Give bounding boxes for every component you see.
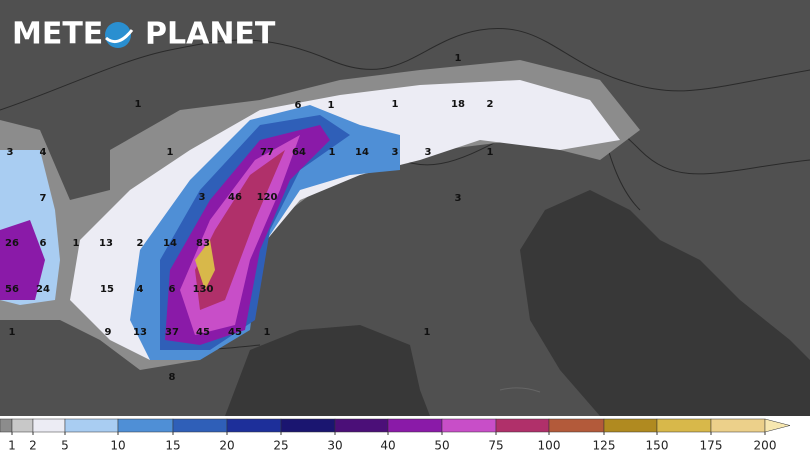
map-label: 6 xyxy=(169,284,176,295)
map-label: 45 xyxy=(196,327,210,338)
logo-text: METE xyxy=(12,17,103,52)
map-label: 120 xyxy=(257,192,278,203)
map-label: 14 xyxy=(355,147,369,158)
map-label: 130 xyxy=(193,284,214,295)
map-label: 45 xyxy=(228,327,242,338)
colorbar-segment xyxy=(0,418,13,433)
colorbar-segment xyxy=(32,418,66,433)
map-label: 13 xyxy=(99,238,113,249)
colorbar-label: 10 xyxy=(110,439,125,453)
map-label: 3 xyxy=(199,192,206,203)
colorbar-segment xyxy=(495,418,550,433)
map-labels: 16 1 1 18 213 4 1 77 64 1 14 3 3 17 3 46 120 326 6 1 13 2 14 83… xyxy=(5,53,493,383)
map-label: 1 xyxy=(424,327,431,338)
map-label: 4 xyxy=(40,147,47,158)
colorbar-label: 75 xyxy=(488,439,503,453)
colorbar-label: 50 xyxy=(434,439,449,453)
map-label: 1 xyxy=(328,100,335,111)
colorbar-segment xyxy=(441,418,497,433)
colorbar-label: 2 xyxy=(29,439,37,453)
map-label: 1 xyxy=(73,238,80,249)
map-label: 14 xyxy=(163,238,177,249)
map-label: 3 xyxy=(455,193,462,204)
sea xyxy=(225,325,430,416)
map-label: 1 xyxy=(9,327,16,338)
map-label: 8 xyxy=(169,372,176,383)
logo-text: PLANET xyxy=(145,17,276,52)
map-label: 1 xyxy=(487,147,494,158)
colorbar-label: 30 xyxy=(327,439,342,453)
map-label: 1 xyxy=(264,327,271,338)
colorbar-segment xyxy=(387,418,443,433)
colorbar-segment xyxy=(117,418,174,433)
colorbar-segment xyxy=(11,418,34,433)
map-label: 3 xyxy=(425,147,432,158)
map-label: 1 xyxy=(392,99,399,110)
map-label: 6 xyxy=(295,100,302,111)
colorbar-label: 1 xyxy=(8,439,16,453)
map-label: 46 xyxy=(228,192,242,203)
colorbar-arrow xyxy=(764,418,791,433)
map-label: 9 xyxy=(105,327,112,338)
colorbar-label: 100 xyxy=(538,439,561,453)
colorbar-label: 25 xyxy=(273,439,288,453)
map-label: 1 xyxy=(135,99,142,110)
map-label: 2 xyxy=(487,99,494,110)
map-label: 1 xyxy=(167,147,174,158)
map-label: 4 xyxy=(137,284,144,295)
colorbar-label: 200 xyxy=(754,439,777,453)
colorbar-segment xyxy=(64,418,119,433)
colorbar-segment xyxy=(226,418,282,433)
colorbar-label: 125 xyxy=(593,439,616,453)
colorbar-segment xyxy=(656,418,712,433)
colorbar-segment xyxy=(172,418,228,433)
colorbar-label: 175 xyxy=(700,439,723,453)
colorbar-label: 20 xyxy=(219,439,234,453)
map-label: 3 xyxy=(392,147,399,158)
colorbar-label: 5 xyxy=(61,439,69,453)
map-label: 37 xyxy=(165,327,179,338)
colorbar-label: 150 xyxy=(646,439,669,453)
map-label: 24 xyxy=(36,284,50,295)
map-label: 83 xyxy=(196,238,210,249)
map-label: 7 xyxy=(40,193,47,204)
colorbar-segment xyxy=(280,418,336,433)
map-label: 15 xyxy=(100,284,114,295)
map-label: 1 xyxy=(455,53,462,64)
logo-swoosh xyxy=(105,29,134,44)
map-label: 6 xyxy=(40,238,47,249)
map-label: 18 xyxy=(451,99,465,110)
logo: METE PLANET xyxy=(12,17,276,52)
map-label: 26 xyxy=(5,238,19,249)
colorbar-segment xyxy=(334,418,389,433)
map-label: 3 xyxy=(7,147,14,158)
map-label: 13 xyxy=(133,327,147,338)
colorbar-segment xyxy=(710,418,766,433)
map-label: 77 xyxy=(260,147,274,158)
colorbar-segment xyxy=(548,418,605,433)
coast xyxy=(499,387,541,393)
colorbar-label: 15 xyxy=(165,439,180,453)
colorbar-segment xyxy=(603,418,658,433)
snow-fields xyxy=(0,60,640,370)
colorbar-label: 40 xyxy=(380,439,395,453)
sea xyxy=(520,190,810,416)
map-label: 1 xyxy=(329,147,336,158)
map-label: 64 xyxy=(292,147,306,158)
map-label: 56 xyxy=(5,284,19,295)
colorbar: 1 2 5 10 15 20 25 30 40 50 75 100 125 150 175 200 xyxy=(0,418,791,453)
map-label: 2 xyxy=(137,238,144,249)
